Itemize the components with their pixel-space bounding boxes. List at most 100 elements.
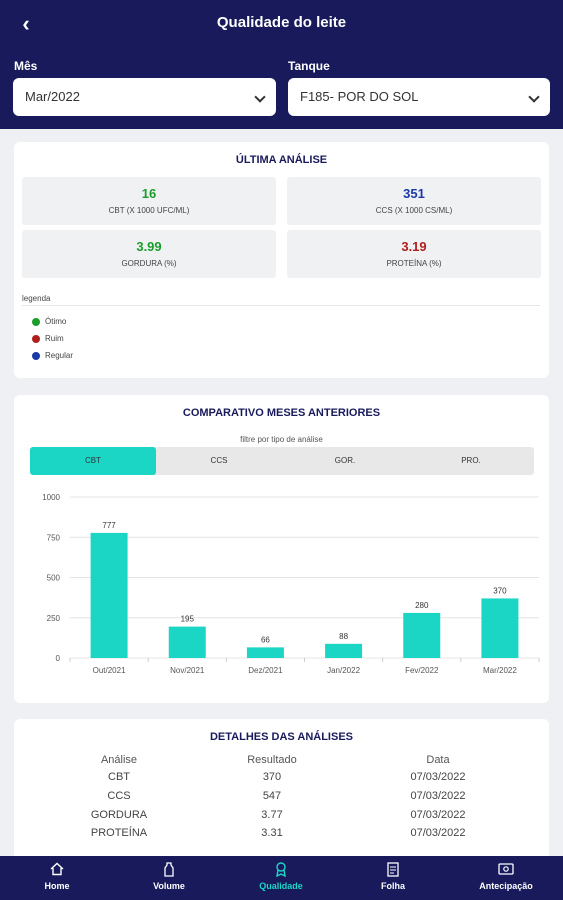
month-select-value: Mar/2022 [25, 89, 80, 104]
last-analysis-card: ÚLTIMA ANÁLISE 16 CBT (X 1000 UFC/ML) 35… [14, 142, 549, 378]
x-tick-label: Mar/2022 [483, 666, 517, 675]
nav-item-antecipacao[interactable]: Antecipação [456, 856, 556, 900]
x-tick-label: Out/2021 [93, 666, 126, 675]
stat-value: 351 [403, 186, 425, 201]
stat-proteina: 3.19 PROTEÍNA (%) [287, 230, 541, 278]
stat-label: PROTEÍNA (%) [386, 259, 442, 268]
month-label: Mês [14, 59, 38, 73]
x-tick-label: Jan/2022 [327, 666, 360, 675]
details-card: DETALHES DAS ANÁLISES Análise Resultado … [14, 719, 549, 869]
table-cell: 547 [262, 790, 282, 802]
nav-label: Volume [153, 881, 185, 891]
tank-select-value: F185- POR DO SOL [300, 89, 419, 104]
column-header-analise: Análise [100, 754, 138, 766]
green-dot-icon [32, 317, 40, 326]
stat-label: CBT (X 1000 UFC/ML) [108, 206, 190, 215]
y-tick-label: 250 [47, 614, 61, 623]
nav-label: Antecipação [479, 881, 533, 891]
table-cell: GORDURA [90, 809, 148, 821]
tab-gordura[interactable]: GOR. [334, 456, 356, 465]
bar [246, 647, 284, 658]
legend-label: Regular [45, 351, 74, 360]
filter-label: filtre por tipo de análise [240, 435, 323, 444]
tank-label: Tanque [288, 59, 330, 73]
analysis-type-tabs: CBT CCS GOR. PRO. [30, 447, 534, 475]
x-tick-label: Dez/2021 [248, 666, 283, 675]
stat-gordura: 3.99 GORDURA (%) [22, 230, 276, 278]
table-cell: CCS [107, 790, 131, 802]
legend-label: Ruim [45, 334, 64, 343]
table-cell: 07/03/2022 [410, 790, 466, 802]
legend-label: Ótimo [45, 317, 67, 326]
home-icon [7, 862, 107, 879]
y-tick-label: 500 [47, 574, 61, 583]
document-icon [343, 862, 443, 880]
legend-item-regular: Regular [32, 351, 73, 360]
bar-value-label: 66 [261, 635, 270, 644]
bar-value-label: 370 [493, 586, 507, 595]
bar-value-label: 280 [415, 601, 429, 610]
nav-item-volume[interactable]: Volume [119, 856, 219, 900]
blue-dot-icon [32, 351, 40, 360]
cbt-bar-chart: 0 250 500 750 1000 777 Out/2021 195 Nov/2021 66 De… [42, 493, 540, 675]
bar [403, 612, 441, 658]
red-dot-icon [32, 334, 40, 343]
column-header-resultado: Resultado [247, 754, 297, 766]
comparison-card: COMPARATIVO MESES ANTERIORES filtre por … [14, 395, 549, 703]
nav-label: Qualidade [259, 881, 303, 891]
month-select[interactable]: Mar/2022 [13, 78, 276, 116]
tank-select[interactable]: F185- POR DO SOL [288, 78, 550, 116]
chevron-down-icon [254, 91, 266, 103]
nav-label: Folha [381, 881, 405, 891]
bar [90, 532, 128, 658]
bar-value-label: 777 [102, 521, 116, 530]
tab-ccs[interactable]: CCS [210, 456, 228, 465]
table-cell: 3.77 [261, 809, 283, 821]
chevron-down-icon [528, 91, 540, 103]
last-analysis-title: ÚLTIMA ANÁLISE [235, 154, 328, 166]
bar [481, 598, 519, 658]
nav-item-folha[interactable]: Folha [343, 856, 443, 900]
stat-value: 3.99 [136, 239, 162, 254]
stat-ccs: 351 CCS (X 1000 CS/ML) [287, 177, 541, 225]
x-tick-label: Nov/2021 [170, 666, 205, 675]
bar-value-label: 88 [339, 632, 348, 641]
stat-value: 16 [141, 186, 157, 201]
table-cell: 07/03/2022 [410, 809, 466, 821]
tab-proteina[interactable]: PRO. [461, 456, 481, 465]
details-title: DETALHES DAS ANÁLISES [209, 731, 353, 743]
bar-value-label: 195 [181, 615, 195, 624]
nav-label: Home [44, 881, 70, 891]
page-title: Qualidade do leite [216, 14, 347, 31]
quality-icon [231, 862, 331, 880]
app-header: ‹ Qualidade do leite Mês Mar/2022 Tanque… [0, 0, 563, 129]
stat-value: 3.19 [401, 239, 427, 254]
stat-label: GORDURA (%) [121, 259, 177, 268]
legend: Ótimo Ruim Regular [22, 305, 540, 375]
table-cell: CBT [108, 771, 130, 783]
comparison-title: COMPARATIVO MESES ANTERIORES [182, 407, 381, 419]
legend-item-ruim: Ruim [32, 334, 64, 343]
stat-label: CCS (X 1000 CS/ML) [375, 206, 453, 215]
bar [168, 626, 206, 658]
tab-cbt[interactable]: CBT [30, 447, 156, 475]
back-arrow-icon[interactable]: ‹ [22, 11, 30, 36]
bottom-navigation: Home Volume Qualidade Folha Antecipação [0, 856, 563, 900]
nav-item-qualidade[interactable]: Qualidade [231, 856, 331, 900]
milk-bottle-icon [119, 862, 219, 880]
money-icon [456, 862, 556, 878]
y-tick-label: 750 [47, 533, 61, 542]
stat-cbt: 16 CBT (X 1000 UFC/ML) [22, 177, 276, 225]
y-tick-label: 1000 [42, 493, 60, 502]
column-header-data: Data [426, 754, 450, 766]
y-tick-label: 0 [56, 654, 61, 663]
nav-item-home[interactable]: Home [7, 856, 107, 900]
table-cell: PROTEÍNA [90, 827, 148, 839]
table-cell: 3.31 [261, 827, 283, 839]
bar [325, 643, 363, 658]
x-tick-label: Fev/2022 [405, 666, 439, 675]
legend-title: legenda [22, 294, 51, 303]
table-cell: 370 [262, 771, 282, 783]
table-cell: 07/03/2022 [410, 827, 466, 839]
legend-item-otimo: Ótimo [32, 317, 66, 326]
